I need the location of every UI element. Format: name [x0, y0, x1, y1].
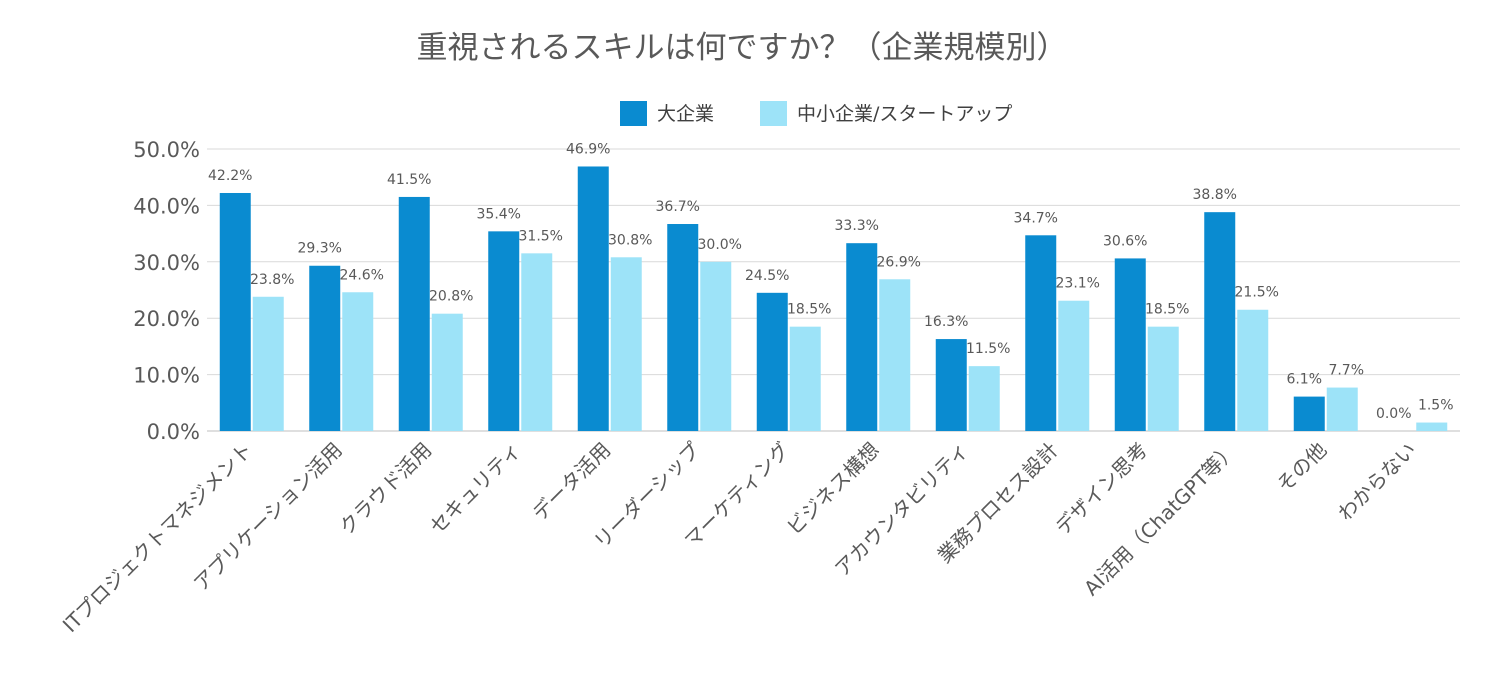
data-label-sme: 31.5% [519, 228, 563, 244]
data-label-large: 41.5% [387, 172, 431, 188]
bar-large-enterprise [935, 339, 967, 431]
x-tick-label: データ活用 [528, 438, 616, 526]
x-tick-label: セキュリティ [425, 438, 526, 539]
x-tick-label: AI活用（ChatGPT等） [1079, 438, 1242, 601]
bar-large-enterprise [756, 292, 788, 431]
data-label-large: 42.2% [208, 168, 252, 184]
x-tick-label: アプリケーション活用 [189, 438, 347, 596]
bar-large-enterprise [219, 192, 251, 431]
bar-sme-startup [700, 261, 732, 431]
y-tick-label: 40.0% [133, 194, 200, 218]
y-tick-label: 0.0% [147, 420, 200, 444]
data-label-sme: 11.5% [966, 341, 1010, 357]
data-label-sme: 20.8% [429, 289, 473, 305]
x-tick-label: わからない [1333, 438, 1421, 526]
data-label-sme: 24.6% [340, 267, 384, 283]
data-label-sme: 23.1% [1056, 276, 1100, 292]
x-tick-label: その他 [1272, 438, 1331, 497]
legend-label-sme: 中小企業/スタートアップ [797, 103, 1012, 125]
bar-sme-startup [610, 257, 642, 431]
chart-title: 重視されるスキルは何ですか？（企業規模別） [417, 30, 1068, 66]
data-label-sme: 30.8% [608, 232, 652, 248]
data-label-large: 35.4% [477, 206, 521, 222]
bars [219, 166, 1448, 431]
y-axis: 0.0% 10.0% 20.0% 30.0% 40.0% 50.0% [133, 138, 200, 444]
y-tick-label: 50.0% [133, 138, 200, 162]
bar-sme-startup [968, 366, 1000, 431]
data-label-large: 46.9% [566, 141, 610, 157]
data-label-sme: 1.5% [1418, 398, 1454, 414]
data-label-large: 38.8% [1193, 187, 1237, 203]
bar-large-enterprise [1025, 235, 1057, 431]
bar-large-enterprise [398, 196, 430, 431]
bar-sme-startup [431, 313, 463, 431]
data-label-sme: 26.9% [877, 254, 921, 270]
bar-sme-startup [521, 253, 553, 431]
data-label-sme: 18.5% [1145, 302, 1189, 318]
y-tick-label: 10.0% [133, 364, 200, 388]
bar-large-enterprise [488, 231, 520, 431]
legend-swatch-large [620, 101, 647, 126]
data-label-sme: 30.0% [698, 237, 742, 253]
bar-sme-startup [789, 326, 821, 431]
legend: 大企業 中小企業/スタートアップ [620, 101, 1012, 126]
y-tick-label: 30.0% [133, 251, 200, 275]
data-label-large: 30.6% [1103, 233, 1147, 249]
legend-swatch-sme [760, 101, 787, 126]
data-label-large: 36.7% [656, 199, 700, 215]
bar-large-enterprise [309, 265, 341, 431]
bar-large-enterprise [1114, 258, 1146, 431]
bar-large-enterprise [667, 224, 699, 431]
bar-sme-startup [252, 296, 284, 431]
bar-sme-startup [1237, 309, 1269, 431]
data-label-sme: 23.8% [250, 272, 294, 288]
data-label-large: 33.3% [835, 218, 879, 234]
x-tick-label: ITプロジェクトマネジメント [58, 438, 257, 637]
bar-sme-startup [1326, 387, 1358, 431]
bar-large-enterprise [846, 243, 878, 431]
y-tick-label: 20.0% [133, 307, 200, 331]
data-label-large: 24.5% [745, 268, 789, 284]
data-label-sme: 18.5% [787, 302, 831, 318]
legend-label-large: 大企業 [657, 103, 714, 125]
data-label-sme: 21.5% [1235, 285, 1279, 301]
bar-sme-startup [1147, 326, 1179, 431]
bar-sme-startup [342, 292, 374, 431]
data-labels: 42.2% 23.8%29.3% 24.6% 41.5% 20.8% 35.4% 31.5%… [208, 141, 1454, 422]
bar-sme-startup [1058, 300, 1090, 431]
data-label-large: 6.1% [1286, 372, 1322, 388]
bar-large-enterprise [1204, 212, 1236, 431]
bar-sme-startup [1416, 422, 1448, 431]
data-label-large: 34.7% [1014, 210, 1058, 226]
bar-large-enterprise [577, 166, 609, 431]
data-label-large: 29.3% [298, 241, 342, 257]
data-label-large: 16.3% [924, 314, 968, 330]
bar-large-enterprise [1293, 396, 1325, 431]
data-label-large: 0.0% [1376, 406, 1412, 422]
bar-sme-startup [879, 279, 911, 431]
data-label-sme: 7.7% [1328, 363, 1364, 379]
x-tick-label: クラウド活用 [334, 438, 436, 540]
